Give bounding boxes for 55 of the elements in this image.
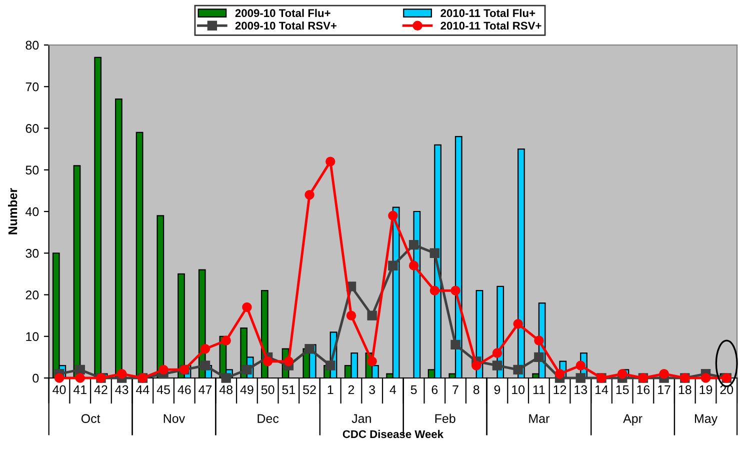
x-tick-label: 19 bbox=[700, 385, 712, 394]
legend-label: 2010-11 Total Flu+ bbox=[440, 8, 536, 18]
text: Feb bbox=[435, 414, 456, 423]
x-tick-label: 17 bbox=[658, 385, 670, 394]
x-tick-label: 1 bbox=[328, 385, 334, 394]
text: May bbox=[694, 414, 718, 426]
text: Mar bbox=[529, 414, 550, 423]
y-tick-label: 70 bbox=[26, 82, 39, 92]
y-tick-label: 60 bbox=[26, 124, 39, 133]
x-tick-label: 47 bbox=[198, 385, 212, 394]
x-tick-label: 48 bbox=[219, 385, 233, 394]
x-tick-label: 11 bbox=[533, 385, 545, 394]
y-tick-label: 30 bbox=[26, 248, 39, 258]
x-tick-label: 4 bbox=[390, 385, 396, 394]
x-tick-label: 40 bbox=[52, 385, 66, 394]
text: Jan bbox=[352, 414, 371, 423]
text: Dec bbox=[258, 414, 279, 423]
x-tick-label: 6 bbox=[432, 385, 438, 394]
x-tick-label: 45 bbox=[156, 385, 170, 394]
y-tick-label: 80 bbox=[26, 40, 39, 50]
y-tick-label: 0 bbox=[32, 374, 39, 383]
x-tick-label: 43 bbox=[115, 385, 128, 394]
x-tick-label: 46 bbox=[178, 385, 191, 394]
x-tick-label: 5 bbox=[410, 385, 417, 394]
x-tick-label: 44 bbox=[136, 385, 150, 394]
y-axis-title: Number bbox=[8, 188, 18, 234]
legend-label: 2009-10 Total RSV+ bbox=[235, 21, 337, 30]
x-tick-label: 14 bbox=[595, 385, 608, 394]
x-tick-label: 2 bbox=[348, 385, 354, 394]
x-tick-label: 18 bbox=[678, 385, 692, 394]
x-tick-label: 15 bbox=[616, 385, 629, 394]
x-axis-title: CDC Disease Week bbox=[342, 430, 444, 438]
x-tick-label: 16 bbox=[637, 385, 650, 394]
text: Nov bbox=[164, 414, 186, 423]
x-tick-label: 13 bbox=[574, 385, 588, 394]
text: Oct bbox=[81, 414, 100, 423]
y-tick-label: 50 bbox=[26, 166, 39, 175]
y-tick-label: 10 bbox=[26, 332, 39, 342]
y-tick-label: 20 bbox=[26, 290, 39, 300]
legend-label: 2010-11 Total RSV+ bbox=[440, 21, 542, 30]
x-tick-label: 9 bbox=[494, 385, 500, 394]
x-tick-label: 51 bbox=[282, 385, 296, 394]
x-tick-label: 41 bbox=[73, 385, 86, 394]
x-tick-label: 10 bbox=[512, 385, 525, 394]
y-tick-label: 40 bbox=[26, 207, 39, 216]
x-tick-label: 49 bbox=[240, 385, 254, 394]
x-tick-label: 3 bbox=[369, 385, 376, 394]
legend-label: 2009-10 Total Flu+ bbox=[235, 8, 330, 18]
x-tick-label: 50 bbox=[261, 385, 274, 394]
x-tick-label: 52 bbox=[303, 385, 316, 394]
text: Apr bbox=[623, 414, 642, 426]
x-tick-label: 42 bbox=[94, 385, 108, 394]
x-tick-label: 7 bbox=[452, 385, 458, 394]
x-tick-label: 8 bbox=[473, 385, 480, 394]
x-tick-label: 12 bbox=[554, 385, 566, 394]
